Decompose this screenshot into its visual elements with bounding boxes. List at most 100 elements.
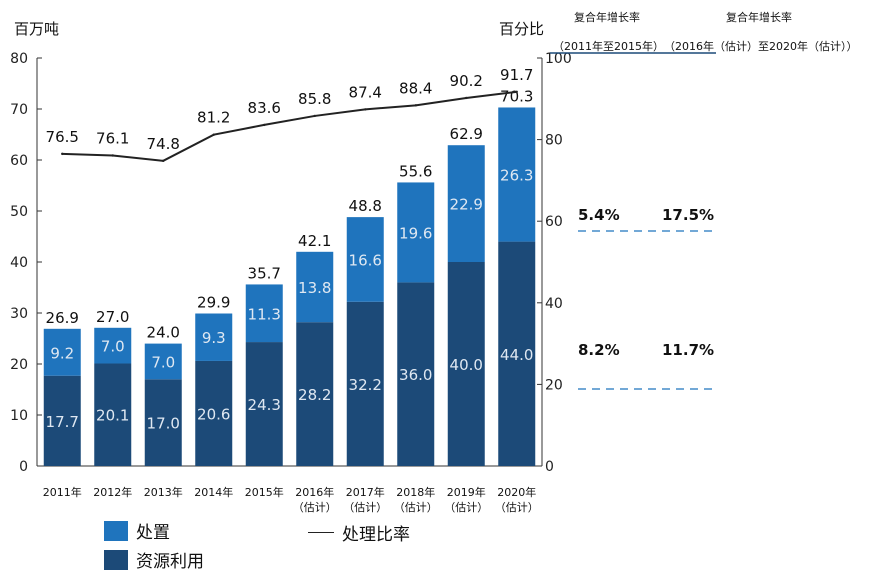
- data-label-reuse: 32.2: [349, 376, 382, 394]
- legend-item-reuse: 资源利用: [104, 547, 204, 572]
- bar-disposal: [296, 251, 334, 323]
- left-axis-tick-label: 10: [10, 408, 28, 424]
- left-axis-title: 百万吨: [14, 20, 60, 38]
- ratio-point: [515, 90, 518, 94]
- ratio-data-label: 87.4: [349, 83, 382, 101]
- data-label-disposal: 9.2: [50, 344, 74, 362]
- right-axis-title: 百分比: [499, 20, 545, 38]
- ratio-point: [465, 96, 468, 100]
- bar-disposal: [245, 284, 283, 343]
- data-label-disposal: 7.0: [151, 353, 175, 371]
- left-axis-tick-label: 80: [10, 51, 28, 67]
- x-axis-tick-label: 2019年: [447, 485, 486, 499]
- legend-label-ratio: 处理比率: [342, 525, 410, 545]
- bar-disposal: [447, 145, 485, 262]
- ratio-data-label: 76.5: [46, 128, 79, 146]
- bar-disposal: [397, 182, 435, 283]
- cagr-disposal-2011-2015: 5.4%: [578, 206, 620, 224]
- bar-reuse: [397, 282, 435, 466]
- data-label-total: 27.0: [96, 308, 129, 326]
- x-axis-tick-label: 2011年: [43, 485, 82, 499]
- cagr-period-1: （2011年至2015年）: [553, 40, 664, 53]
- ratio-data-label: 90.2: [450, 72, 483, 90]
- ratio-point: [111, 154, 114, 157]
- cagr-header-2: 复合年增长率: [726, 11, 792, 24]
- x-axis-tick-note: （估计）: [293, 501, 337, 514]
- data-label-disposal: 9.3: [202, 329, 226, 347]
- bar-reuse: [195, 360, 233, 466]
- data-label-total: 35.7: [248, 264, 281, 282]
- x-axis-tick-label: 2012年: [93, 485, 132, 499]
- data-label-total: 55.6: [399, 162, 432, 180]
- ratio-point: [313, 114, 316, 118]
- ratio-point: [162, 159, 165, 163]
- data-label-total: 29.9: [197, 294, 230, 312]
- data-label-reuse: 24.3: [248, 396, 281, 414]
- data-label-total: 26.9: [46, 309, 79, 327]
- left-axis-tick-label: 60: [10, 153, 28, 169]
- ratio-point: [212, 133, 215, 136]
- ratio-point: [263, 123, 266, 127]
- ratio-data-label: 74.8: [147, 135, 180, 153]
- bar-reuse: [245, 342, 283, 466]
- ratio-point: [414, 104, 417, 107]
- data-label-reuse: 44.0: [500, 346, 533, 364]
- data-label-reuse: 40.0: [450, 356, 483, 374]
- x-axis-tick-note: （估计）: [495, 501, 539, 514]
- cagr-period-2: （2016年（估计）至2020年（估计））: [664, 40, 858, 53]
- right-axis-tick-label: 60: [545, 214, 563, 230]
- data-label-reuse: 28.2: [298, 386, 331, 404]
- ratio-line: [62, 90, 517, 162]
- bar-disposal: [195, 313, 233, 361]
- right-axis-tick-label: 100: [545, 51, 572, 67]
- cagr-header-1: 复合年增长率: [574, 11, 640, 24]
- ratio-data-label: 76.1: [96, 130, 129, 148]
- legend-swatch-reuse: [104, 549, 128, 570]
- data-label-total: 70.3: [500, 87, 533, 105]
- data-label-disposal: 13.8: [298, 279, 331, 297]
- data-label-total: 62.9: [450, 125, 483, 143]
- bar-disposal: [94, 327, 132, 364]
- bar-disposal: [144, 343, 182, 380]
- bar-disposal: [498, 107, 536, 242]
- data-label-reuse: 20.6: [197, 405, 230, 423]
- x-axis-tick-label: 2017年: [346, 485, 385, 499]
- right-axis-tick-label: 40: [545, 296, 563, 312]
- data-label-reuse: 17.7: [46, 413, 79, 431]
- data-label-disposal: 26.3: [500, 167, 533, 185]
- left-axis-tick-label: 20: [10, 357, 28, 373]
- legend-item-ratio: 处理比率: [308, 520, 410, 545]
- data-label-reuse: 17.0: [147, 415, 180, 433]
- cagr-disposal-2016-2020: 17.5%: [662, 206, 715, 224]
- left-axis-tick-label: 40: [10, 255, 28, 271]
- data-label-reuse: 20.1: [96, 407, 129, 425]
- bar-reuse: [498, 241, 536, 466]
- x-axis-tick-note: （估计）: [343, 501, 387, 514]
- data-label-total: 48.8: [349, 197, 382, 215]
- ratio-data-label: 91.7: [500, 66, 533, 84]
- legend-label-reuse: 资源利用: [136, 552, 204, 572]
- x-axis-tick-label: 2018年: [396, 485, 435, 499]
- ratio-data-label: 83.6: [248, 99, 281, 117]
- x-axis-tick-note: （估计）: [444, 501, 488, 514]
- bar-reuse: [296, 322, 334, 466]
- legend-swatch-disposal: [104, 520, 128, 541]
- legend-item-disposal: 处置: [104, 518, 170, 543]
- ratio-data-label: 81.2: [197, 109, 230, 127]
- bar-reuse: [43, 375, 81, 466]
- data-label-disposal: 11.3: [248, 305, 281, 323]
- data-label-disposal: 7.0: [101, 338, 125, 356]
- x-axis-tick-label: 2015年: [245, 485, 284, 499]
- bar-reuse: [94, 363, 132, 466]
- bar-reuse: [346, 301, 384, 466]
- ratio-data-label: 85.8: [298, 90, 331, 108]
- x-axis-tick-note: （估计）: [394, 501, 438, 514]
- cagr-reuse-2011-2015: 8.2%: [578, 341, 620, 359]
- x-axis-tick-label: 2020年: [497, 485, 536, 499]
- right-axis-tick-label: 20: [545, 377, 563, 393]
- data-label-disposal: 16.6: [349, 251, 382, 269]
- bar-disposal: [43, 328, 81, 376]
- left-axis-tick-label: 0: [19, 459, 28, 475]
- cagr-reuse-2016-2020: 11.7%: [662, 341, 715, 359]
